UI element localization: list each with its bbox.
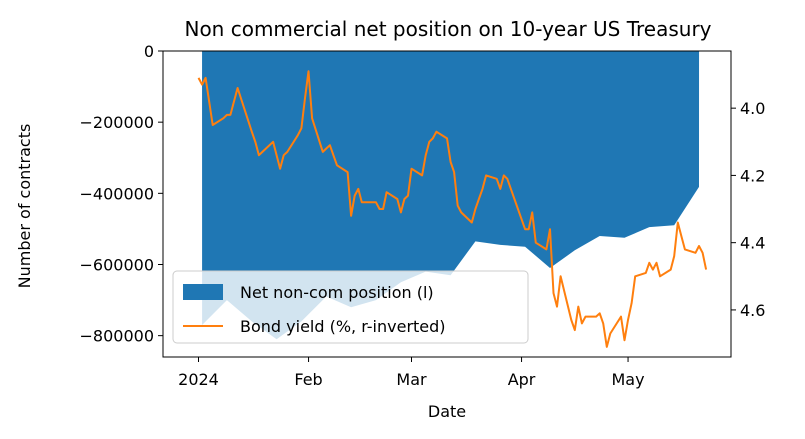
line-series-bond-yield [197, 70, 708, 348]
y-left-tick-label: −400000 [80, 184, 154, 203]
chart-title: Non commercial net position on 10-year U… [184, 17, 711, 41]
x-tick-label: 2024 [178, 370, 219, 389]
x-axis-label: Date [428, 402, 466, 421]
y-left-tick-label: −600000 [80, 255, 154, 274]
x-tick-label: Apr [508, 370, 536, 389]
y-left-tick-label: −800000 [80, 327, 154, 346]
legend-label-area: Net non-com position (l) [240, 283, 434, 302]
area-series-net-position [202, 51, 700, 340]
y-right-tick-label: 4.6 [740, 301, 765, 320]
legend: Net non-com position (l) Bond yield (%, … [172, 270, 529, 344]
plot-frame [162, 50, 732, 358]
legend-frame [172, 270, 529, 344]
plot-area [197, 51, 708, 348]
y-axis-label: Number of contracts [15, 124, 34, 289]
x-tick-label: May [612, 370, 645, 389]
y-right-tick-label: 4.0 [740, 99, 765, 118]
y-left-tick-label: −200000 [80, 113, 154, 132]
legend-label-line: Bond yield (%, r-inverted) [240, 317, 446, 336]
legend-swatch-area [183, 284, 223, 300]
y-right-tick-label: 4.2 [740, 166, 765, 185]
y-left-tick-label: 0 [144, 42, 154, 61]
x-tick-label: Feb [294, 370, 322, 389]
x-tick-label: Mar [396, 370, 427, 389]
axes: 0 −200000 −400000 −600000 −800000 4.0 4.2 4.4 4.… [80, 42, 766, 389]
y-right-tick-label: 4.4 [740, 234, 765, 253]
